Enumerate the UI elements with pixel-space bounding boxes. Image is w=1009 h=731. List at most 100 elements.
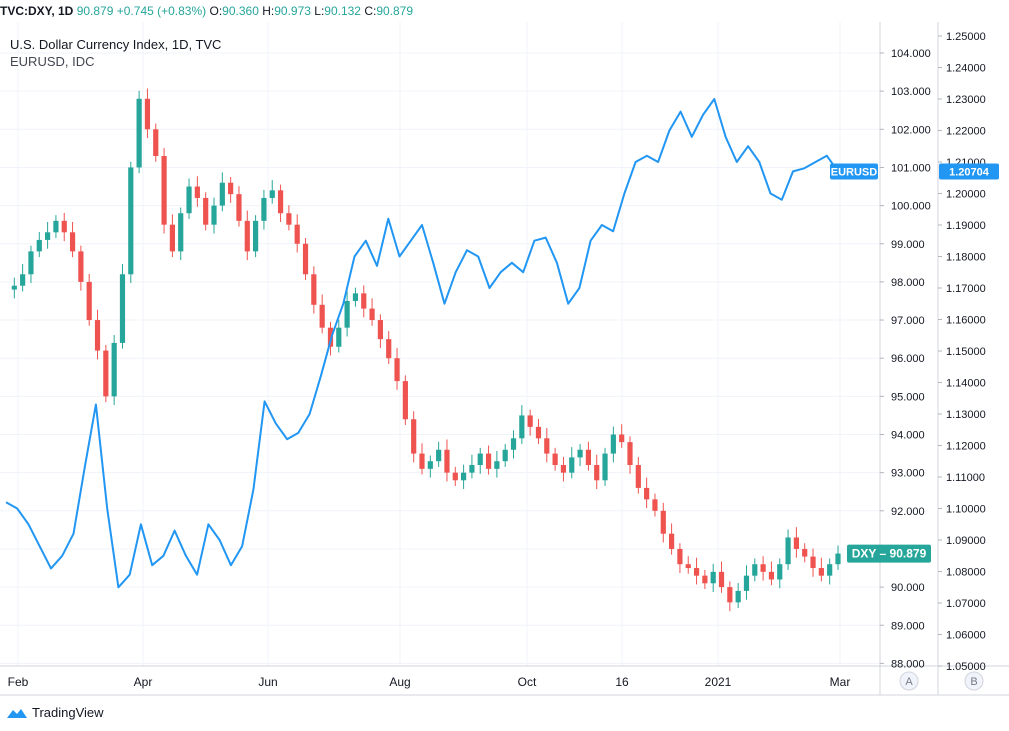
- candle-body: [78, 251, 84, 282]
- candle-body: [585, 449, 591, 466]
- candle-body: [544, 438, 550, 454]
- axis-a-tick-label: 99.000: [891, 239, 925, 251]
- candle-body: [128, 167, 134, 275]
- candle-body: [727, 587, 733, 603]
- axis-a-tick-label: 101.000: [891, 162, 931, 174]
- candle-body: [361, 293, 367, 309]
- axis-a-button[interactable]: [899, 671, 919, 691]
- candle-body: [352, 293, 359, 301]
- axis-b-tick-label: 1.08000: [946, 567, 986, 579]
- candle-body: [619, 434, 625, 443]
- axis-b-tick-label: 1.06000: [946, 630, 986, 642]
- last-price: 90.879: [76, 4, 114, 18]
- x-tick-label: 2021: [705, 675, 732, 689]
- candle-body: [319, 304, 325, 328]
- candle-body: [261, 197, 267, 221]
- candle-body: [402, 381, 408, 420]
- open-label: O:: [209, 4, 223, 18]
- candle-body: [20, 274, 26, 286]
- candle-body: [194, 186, 200, 198]
- candle-body: [527, 415, 533, 427]
- candle-body: [760, 564, 766, 572]
- axis-a-tick-label: 98.000: [891, 277, 925, 289]
- candle-body: [577, 449, 583, 458]
- axis-a-tick-label: 92.000: [891, 506, 925, 518]
- dxy-last-label: DXY – 90.879: [852, 547, 927, 561]
- axis-b-tick-label: 1.16000: [946, 315, 986, 327]
- candle-body: [835, 553, 841, 565]
- close-label: C:: [364, 4, 377, 18]
- axis-b-tick-label: 1.23000: [946, 94, 986, 106]
- legend-compare-series[interactable]: EURUSD, IDC: [10, 54, 95, 69]
- low-value: 90.132: [324, 4, 361, 18]
- candle-body: [144, 98, 151, 130]
- candle-body: [552, 453, 558, 466]
- candle-body: [386, 339, 392, 359]
- candle-body: [827, 564, 833, 576]
- x-tick-label: Mar: [830, 675, 851, 689]
- candle-body: [785, 537, 791, 565]
- price-change: +0.745 (+0.83%): [116, 4, 207, 18]
- candle-body: [469, 465, 475, 473]
- axis-b-tick-label: 1.22000: [946, 126, 986, 138]
- candle-body: [327, 327, 334, 347]
- brand-name: TradingView: [32, 705, 104, 720]
- axis-a-tick-label: 94.000: [891, 430, 925, 442]
- x-tick-label: 16: [615, 675, 629, 689]
- axis-b-tick-label: 1.07000: [946, 598, 986, 610]
- candle-body: [452, 472, 458, 481]
- candle-body: [94, 320, 101, 351]
- candle-body: [286, 213, 292, 225]
- candle-body: [36, 239, 42, 252]
- candle-body: [169, 224, 175, 252]
- candle-body: [427, 461, 433, 469]
- candle-body: [685, 564, 691, 569]
- eurusd-last-badge: [939, 163, 999, 180]
- candle-body: [86, 281, 92, 321]
- candle-body: [743, 575, 750, 591]
- axis-b-button[interactable]: [964, 671, 984, 691]
- candle-body: [244, 220, 250, 252]
- axis-a-tick-label: 104.000: [891, 48, 931, 60]
- candle-body: [119, 274, 126, 343]
- axis-b-tick-label: 1.17000: [946, 283, 986, 295]
- candle-body: [411, 419, 417, 454]
- axis-b-tick-label: 1.10000: [946, 504, 986, 516]
- candle-body: [635, 465, 641, 488]
- x-tick-label: Aug: [389, 675, 410, 689]
- axis-a-tick-label: 97.000: [891, 315, 925, 327]
- close-value: 90.879: [376, 4, 414, 18]
- eurusd-name-label: EURUSD: [831, 166, 878, 178]
- candle-body: [444, 449, 450, 473]
- candle-body: [103, 350, 109, 397]
- candle-body: [377, 320, 383, 340]
- candle-body: [502, 449, 508, 462]
- tradingview-icon: [7, 708, 27, 718]
- candle-body: [477, 453, 483, 466]
- axis-b-tick-label: 1.14000: [946, 378, 986, 390]
- axis-b-tick-label: 1.05000: [946, 661, 986, 673]
- candle-body: [818, 568, 824, 576]
- axis-a-tick-label: 96.000: [891, 353, 925, 365]
- high-label: H:: [262, 4, 275, 18]
- axis-a-tick-label: 95.000: [891, 391, 925, 403]
- axis-b-button-label: B: [970, 676, 977, 688]
- candle-body: [336, 327, 342, 347]
- axis-b-tick-label: 1.15000: [946, 346, 986, 358]
- candle-body: [718, 571, 725, 588]
- candle-body: [677, 548, 683, 565]
- tradingview-logo[interactable]: TradingView: [6, 705, 104, 720]
- axis-b-tick-label: 1.09000: [946, 535, 986, 547]
- legend-main-series[interactable]: U.S. Dollar Currency Index, 1D, TVC: [10, 37, 222, 52]
- axis-b-tick-label: 1.24000: [946, 63, 986, 75]
- candle-body: [793, 537, 799, 549]
- axis-b-tick-label: 1.11000: [946, 472, 985, 484]
- eurusd-line[interactable]: [5, 98, 839, 589]
- candle-body: [136, 98, 142, 168]
- axis-b-tick-label: 1.18000: [946, 252, 986, 264]
- candle-body: [752, 564, 758, 576]
- candle-body: [510, 438, 517, 450]
- candle-body: [768, 571, 775, 580]
- candle-body: [702, 575, 708, 584]
